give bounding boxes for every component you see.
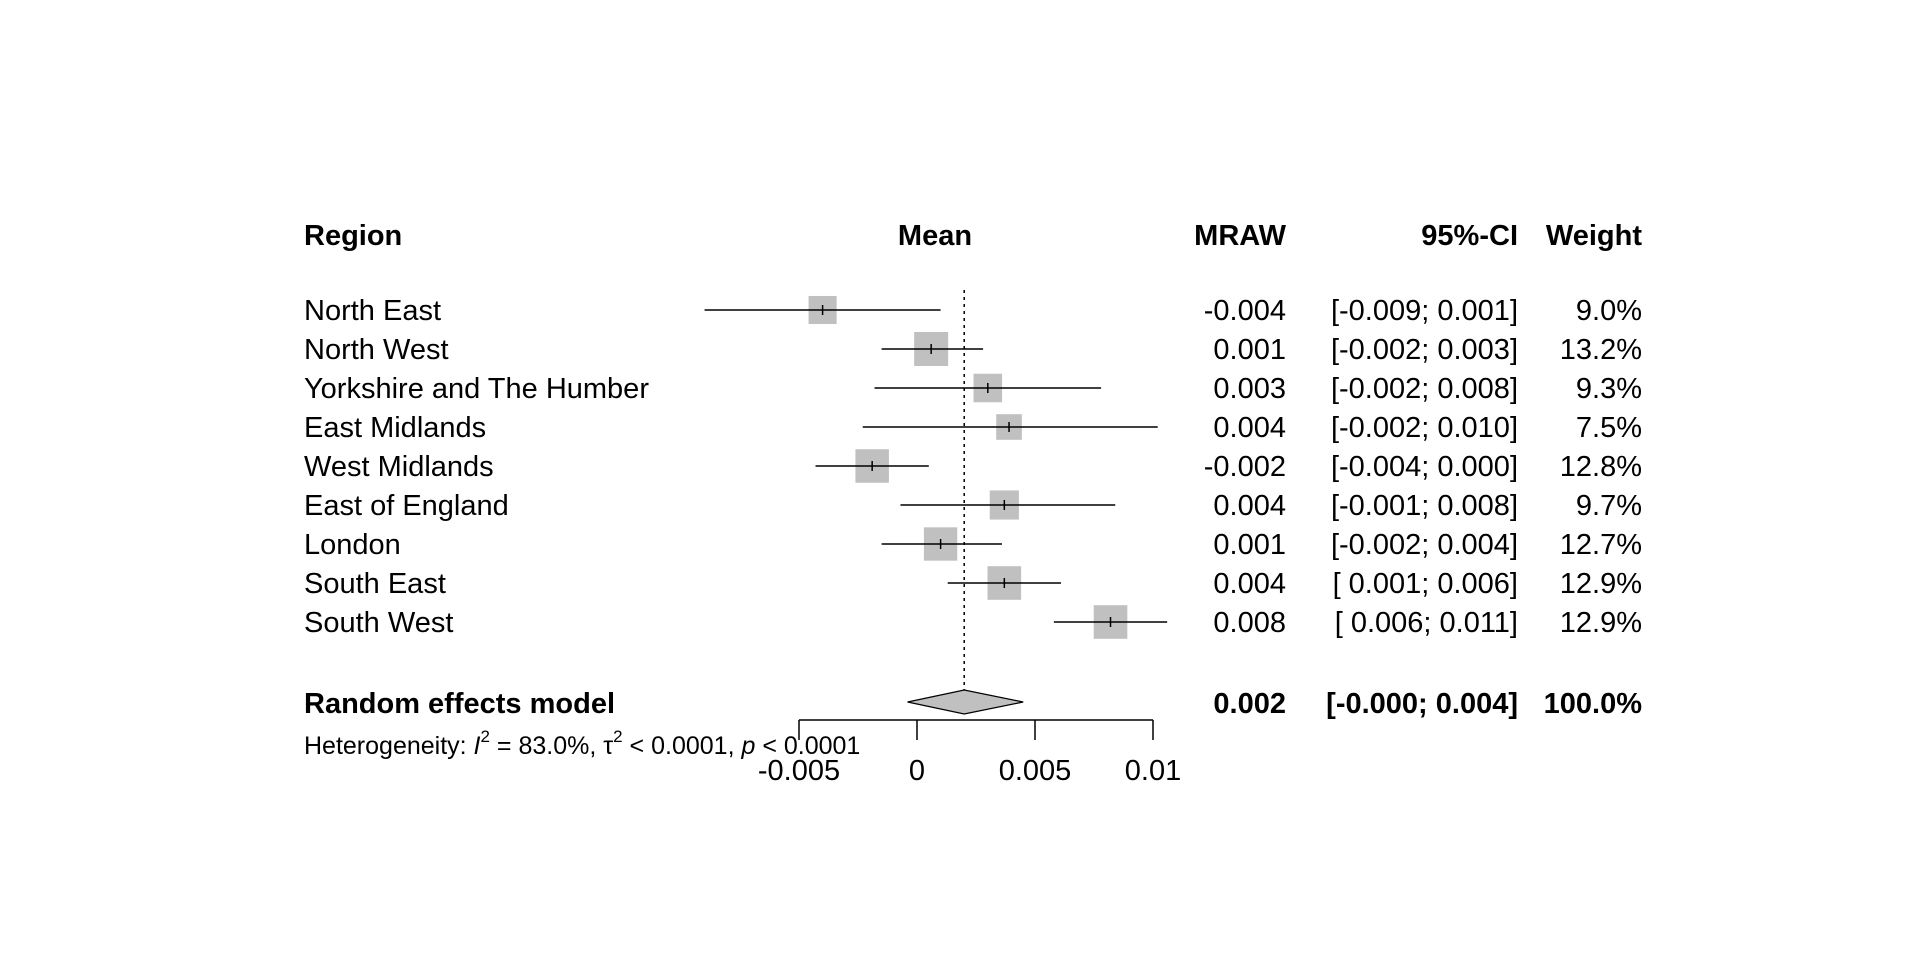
study-effect: -0.002 <box>1204 451 1286 483</box>
study-effect: 0.004 <box>1213 568 1286 600</box>
study-ci: [-0.002; 0.004] <box>1331 529 1518 561</box>
study-weight: 7.5% <box>1576 412 1642 444</box>
heterogeneity-text: Heterogeneity: I2 = 83.0%, τ2 < 0.0001, … <box>304 727 860 760</box>
study-ci: [-0.002; 0.008] <box>1331 373 1518 405</box>
study-weight: 12.9% <box>1560 607 1642 639</box>
study-weight: 12.9% <box>1560 568 1642 600</box>
x-tick-label: 0.01 <box>1125 755 1181 787</box>
header-weight: Weight <box>1546 220 1642 252</box>
study-weight: 9.7% <box>1576 490 1642 522</box>
study-weight: 9.3% <box>1576 373 1642 405</box>
study-ci: [-0.002; 0.010] <box>1331 412 1518 444</box>
study-ci: [-0.004; 0.000] <box>1331 451 1518 483</box>
study-label: South West <box>304 607 453 639</box>
summary-weight: 100.0% <box>1544 688 1643 720</box>
study-ci: [-0.009; 0.001] <box>1331 295 1518 327</box>
study-weight: 12.8% <box>1560 451 1642 483</box>
study-label: London <box>304 529 401 561</box>
x-tick-label: 0 <box>909 755 925 787</box>
study-label: South East <box>304 568 446 600</box>
plot-marks <box>704 290 1168 715</box>
study-ci: [ 0.006; 0.011] <box>1335 607 1518 639</box>
study-effect: 0.004 <box>1213 412 1286 444</box>
study-weight: 9.0% <box>1576 295 1642 327</box>
summary-diamond <box>907 689 1024 715</box>
study-label: East of England <box>304 490 509 522</box>
study-ci: [ 0.001; 0.006] <box>1333 568 1518 600</box>
x-axis: -0.005 0 0.005 0.01 <box>758 719 1181 787</box>
header-mean: Mean <box>898 220 972 252</box>
header-ci: 95%-CI <box>1421 220 1518 252</box>
study-effect: 0.001 <box>1213 529 1286 561</box>
study-label: North West <box>304 334 449 366</box>
study-effect: 0.001 <box>1213 334 1286 366</box>
study-ci: [-0.001; 0.008] <box>1331 490 1518 522</box>
study-effect: 0.003 <box>1213 373 1286 405</box>
study-effect: 0.004 <box>1213 490 1286 522</box>
summary-ci: [-0.000; 0.004] <box>1326 688 1518 720</box>
study-effect: 0.008 <box>1213 607 1286 639</box>
study-weight: 12.7% <box>1560 529 1642 561</box>
x-tick-label: 0.005 <box>999 755 1072 787</box>
study-ci: [-0.002; 0.003] <box>1331 334 1518 366</box>
x-tick-label: -0.005 <box>758 755 840 787</box>
study-label: East Midlands <box>304 412 486 444</box>
study-label: North East <box>304 295 441 327</box>
summary-label: Random effects model <box>304 688 615 720</box>
header-mraw: MRAW <box>1194 220 1286 252</box>
study-label: Yorkshire and The Humber <box>304 373 649 405</box>
study-label: West Midlands <box>304 451 494 483</box>
header-region: Region <box>304 220 402 252</box>
study-weight: 13.2% <box>1560 334 1642 366</box>
summary-effect: 0.002 <box>1213 688 1286 720</box>
study-effect: -0.004 <box>1204 295 1286 327</box>
study-rows: North East -0.004 [-0.009; 0.001] 9.0% North… <box>304 295 1642 639</box>
